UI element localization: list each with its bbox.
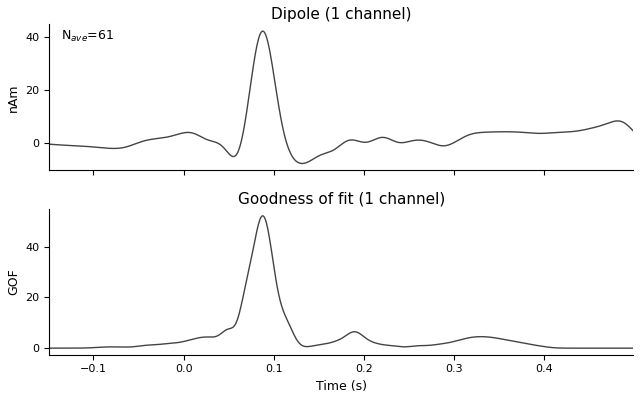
Title: Dipole (1 channel): Dipole (1 channel) xyxy=(271,7,412,22)
Title: Goodness of fit (1 channel): Goodness of fit (1 channel) xyxy=(237,192,445,207)
Text: N$_{ave}$=61: N$_{ave}$=61 xyxy=(61,29,114,44)
Y-axis label: GOF: GOF xyxy=(7,269,20,295)
X-axis label: Time (s): Time (s) xyxy=(316,380,367,393)
Y-axis label: nAm: nAm xyxy=(7,83,20,112)
